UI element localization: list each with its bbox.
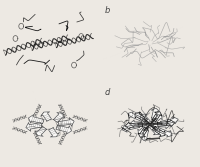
Polygon shape [153, 127, 165, 137]
Polygon shape [130, 120, 146, 127]
Polygon shape [29, 115, 44, 124]
Polygon shape [56, 125, 71, 134]
Polygon shape [35, 126, 47, 136]
Polygon shape [151, 108, 160, 119]
Polygon shape [125, 122, 143, 129]
Polygon shape [53, 112, 65, 122]
Polygon shape [26, 122, 42, 131]
Polygon shape [41, 112, 51, 121]
Polygon shape [152, 112, 162, 122]
Text: b: b [104, 6, 110, 15]
Polygon shape [138, 127, 148, 137]
Polygon shape [122, 124, 139, 132]
Polygon shape [140, 130, 149, 141]
Text: d: d [104, 88, 110, 97]
Polygon shape [150, 125, 160, 135]
Polygon shape [161, 117, 178, 125]
Polygon shape [157, 128, 172, 137]
Polygon shape [151, 115, 162, 124]
Polygon shape [49, 128, 59, 137]
Polygon shape [135, 112, 147, 122]
Polygon shape [138, 125, 149, 134]
Polygon shape [140, 114, 150, 124]
Polygon shape [58, 118, 74, 126]
Polygon shape [157, 120, 175, 127]
Polygon shape [154, 122, 170, 129]
Polygon shape [128, 112, 143, 121]
